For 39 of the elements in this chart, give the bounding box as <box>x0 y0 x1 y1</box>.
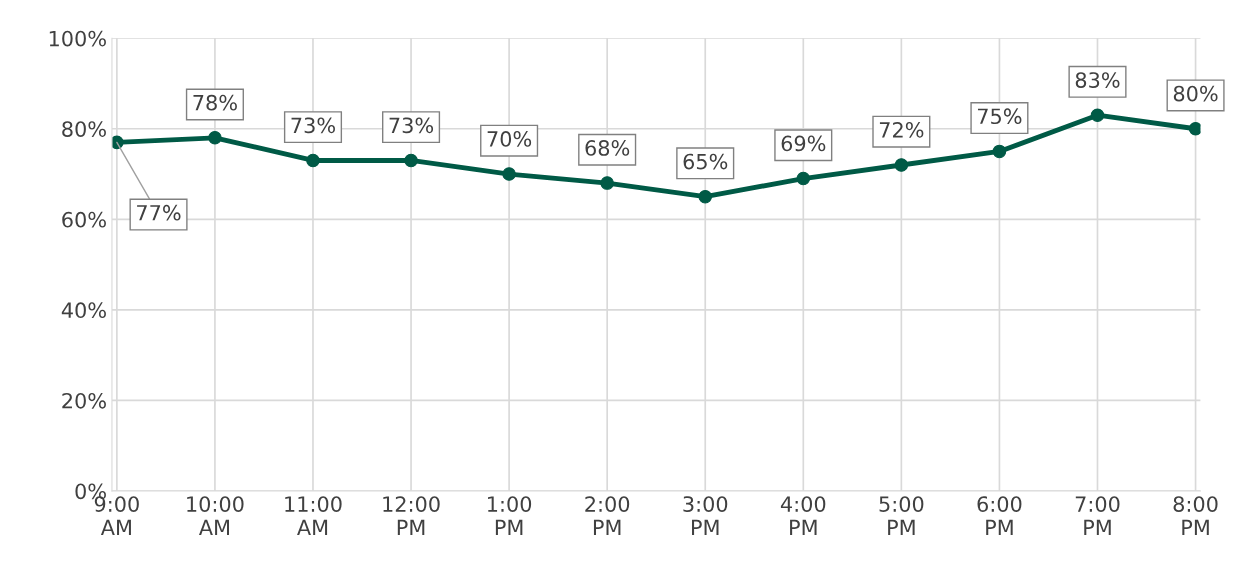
text: 83% <box>1075 72 1120 88</box>
point <box>600 176 614 190</box>
y-tick-label: 60% <box>62 211 106 228</box>
point <box>992 144 1007 159</box>
point <box>404 153 418 168</box>
x-tick-label: 4:00 PM <box>780 496 826 535</box>
x-tick-label: 1:00 PM <box>488 496 532 535</box>
text: 73% <box>291 117 335 134</box>
x-tick-label: 10:00 AM <box>187 496 244 535</box>
text: 69% <box>781 135 826 152</box>
text: 70% <box>487 131 532 147</box>
y-tick-label: 20% <box>62 392 106 409</box>
point <box>796 171 811 186</box>
text: 65% <box>683 153 728 170</box>
x-tick-label: 6:00 PM <box>977 496 1022 535</box>
point <box>698 189 713 204</box>
x-tick-label: 11:00 AM <box>285 496 342 535</box>
text: 75% <box>977 108 1022 125</box>
text: 80% <box>1173 85 1218 102</box>
x-tick-label: 3:00 PM <box>683 496 728 535</box>
y-tick-label: 40% <box>61 302 106 319</box>
y-tick-label: 100% <box>49 30 106 47</box>
x-tick-label: 2:00 PM <box>585 496 630 535</box>
x-tick-label: 12:00 PM <box>383 496 440 535</box>
text: 68% <box>585 140 630 156</box>
point <box>208 131 222 145</box>
x-tick-label: 8:00 PM <box>1173 496 1218 535</box>
point <box>502 167 516 181</box>
point <box>1090 108 1105 122</box>
point <box>1188 122 1201 136</box>
point <box>894 158 909 172</box>
text: 72% <box>879 121 924 138</box>
text: 78% <box>193 94 237 111</box>
text: 77% <box>137 204 181 221</box>
text: 73% <box>389 117 434 134</box>
x-tick-label: 7:00 PM <box>1075 496 1120 535</box>
y-tick-label: 80% <box>62 121 106 137</box>
x-tick-label: 5:00 PM <box>879 496 924 535</box>
point <box>306 153 320 168</box>
